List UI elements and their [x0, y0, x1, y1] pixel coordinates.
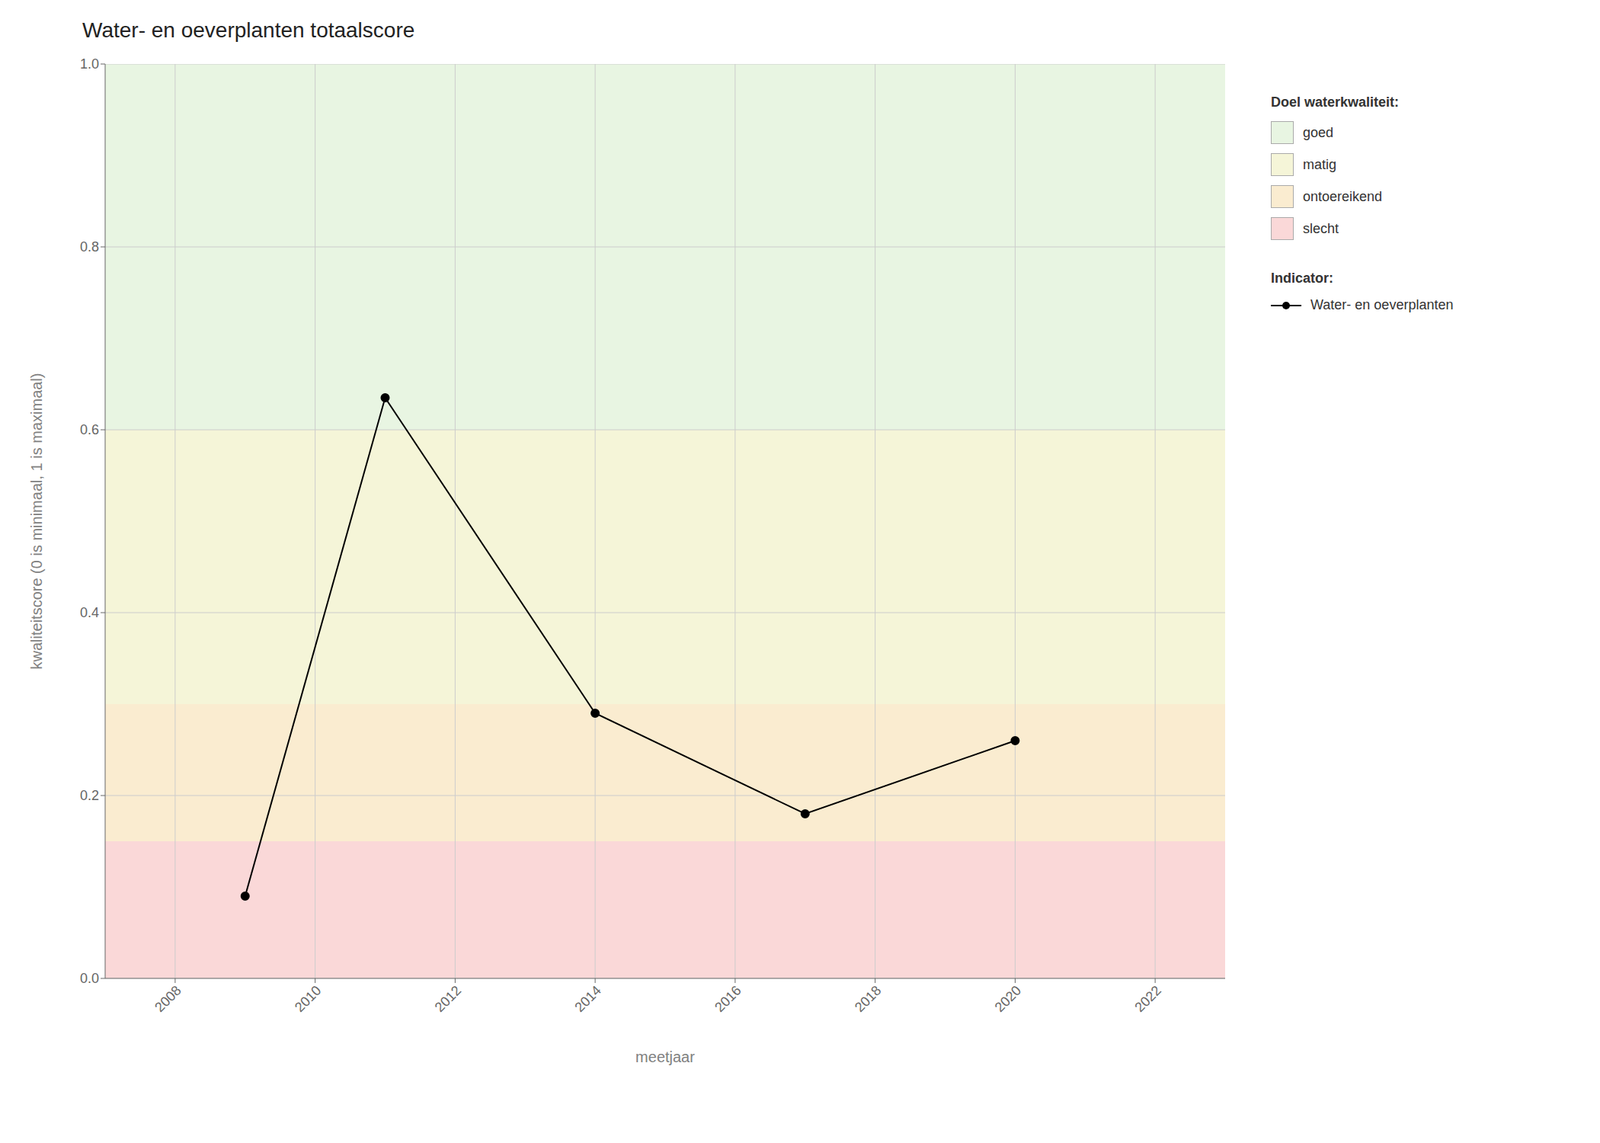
svg-text:0.8: 0.8: [80, 239, 100, 255]
html-text:matig: matig: [1302, 156, 1337, 172]
svg-text:2014: 2014: [572, 982, 605, 1015]
svg-text:2008: 2008: [151, 982, 184, 1015]
svg-text:meetjaar: meetjaar: [635, 1048, 695, 1066]
html-text:Indicator:: Indicator:: [1270, 270, 1334, 286]
svg-text:kwaliteitscore (0 is minimaal,: kwaliteitscore (0 is minimaal, 1 is maxi…: [28, 373, 45, 670]
html-text:Doel waterkwaliteit:: Doel waterkwaliteit:: [1270, 94, 1399, 110]
svg-text:0.6: 0.6: [80, 422, 100, 438]
html-text:slecht: slecht: [1302, 220, 1339, 236]
svg-text:2010: 2010: [291, 982, 324, 1015]
svg-text:0.2: 0.2: [80, 787, 100, 804]
html-text:ontoereikend: ontoereikend: [1302, 188, 1383, 204]
svg-text:2018: 2018: [851, 982, 884, 1015]
svg-text:0.4: 0.4: [80, 604, 100, 621]
svg-text:2012: 2012: [432, 982, 464, 1015]
html-text:Water- en oeverplanten: Water- en oeverplanten: [1310, 297, 1454, 313]
svg-text:2020: 2020: [992, 982, 1024, 1015]
html-text:goed: goed: [1302, 124, 1334, 140]
svg-text:1.0: 1.0: [80, 56, 100, 72]
svg-text:2016: 2016: [711, 982, 744, 1015]
svg-text:2022: 2022: [1132, 982, 1165, 1015]
html-text:Water- en oeverplanten totaals: Water- en oeverplanten totaalscore: [82, 18, 415, 42]
svg-text:0.0: 0.0: [80, 970, 100, 986]
